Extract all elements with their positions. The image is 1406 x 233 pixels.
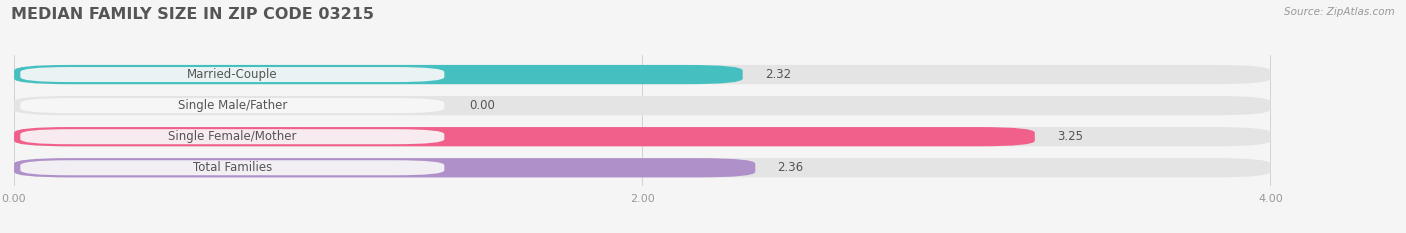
FancyBboxPatch shape [20,98,444,113]
Text: Total Families: Total Families [193,161,271,174]
Text: Single Male/Father: Single Male/Father [177,99,287,112]
FancyBboxPatch shape [14,127,1271,146]
FancyBboxPatch shape [20,67,444,82]
Text: 2.32: 2.32 [765,68,790,81]
Text: Single Female/Mother: Single Female/Mother [169,130,297,143]
Text: Source: ZipAtlas.com: Source: ZipAtlas.com [1284,7,1395,17]
Text: 2.36: 2.36 [778,161,803,174]
FancyBboxPatch shape [14,65,742,84]
FancyBboxPatch shape [20,129,444,144]
Text: Married-Couple: Married-Couple [187,68,277,81]
Text: 0.00: 0.00 [470,99,495,112]
FancyBboxPatch shape [14,65,1271,84]
Text: 3.25: 3.25 [1057,130,1083,143]
FancyBboxPatch shape [14,158,755,177]
FancyBboxPatch shape [20,160,444,175]
FancyBboxPatch shape [14,127,1035,146]
Text: MEDIAN FAMILY SIZE IN ZIP CODE 03215: MEDIAN FAMILY SIZE IN ZIP CODE 03215 [11,7,374,22]
FancyBboxPatch shape [14,96,1271,115]
FancyBboxPatch shape [14,158,1271,177]
